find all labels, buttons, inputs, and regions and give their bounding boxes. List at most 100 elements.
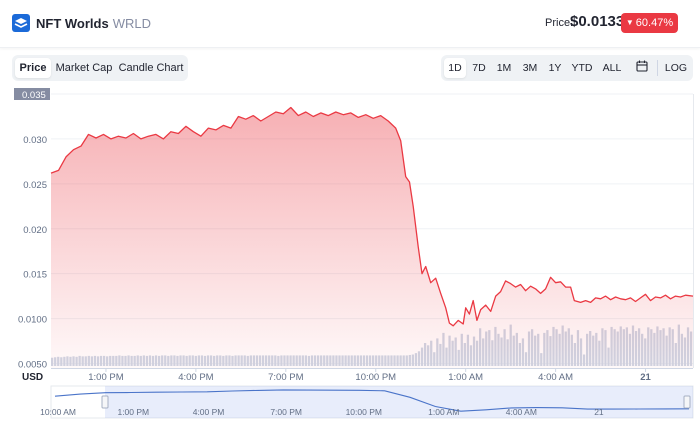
coin-symbol: WRLD xyxy=(112,16,151,31)
tab-market-cap[interactable]: Market Cap xyxy=(55,62,113,74)
volume-bar xyxy=(320,355,323,366)
x-tick-label: 4:00 PM xyxy=(178,372,213,383)
volume-bar xyxy=(530,329,534,366)
volume-bar xyxy=(686,327,690,366)
range-1y[interactable]: 1Y xyxy=(548,62,562,74)
volume-bar xyxy=(485,331,488,366)
volume-bar xyxy=(170,355,173,366)
volume-bar xyxy=(136,355,139,366)
volume-bar xyxy=(524,352,528,366)
tab-price[interactable]: Price xyxy=(15,58,51,78)
volume-bar xyxy=(396,355,399,366)
navigator-tick-label: 7:00 PM xyxy=(270,407,302,417)
volume-bar xyxy=(564,331,567,366)
volume-bar xyxy=(307,355,311,366)
volume-bar xyxy=(362,355,366,366)
volume-bar xyxy=(527,331,531,366)
volume-bar xyxy=(408,354,411,366)
volume-bar xyxy=(368,355,372,366)
volume-bar xyxy=(194,355,197,366)
volume-bar xyxy=(130,355,133,366)
volume-bar xyxy=(375,355,378,366)
volume-bar xyxy=(112,355,115,366)
y-tick-label: 0.020 xyxy=(23,225,47,236)
volume-bar xyxy=(237,355,240,366)
x-tick-label: 1:00 AM xyxy=(448,372,483,383)
volume-bar xyxy=(240,355,243,366)
volume-bar xyxy=(118,355,121,366)
y-tick-label: 0.025 xyxy=(23,180,47,191)
volume-bar xyxy=(466,334,470,366)
volume-bar xyxy=(93,355,97,366)
currency-label: USD xyxy=(22,372,43,383)
volume-bar xyxy=(139,355,142,366)
volume-bar xyxy=(411,354,414,366)
range-all[interactable]: ALL xyxy=(602,62,622,74)
volume-bar xyxy=(619,326,622,366)
volume-bar xyxy=(344,355,347,366)
volume-bar xyxy=(127,355,130,366)
x-tick-label: 7:00 PM xyxy=(268,372,303,383)
navigator-tick-label: 1:00 AM xyxy=(428,407,459,417)
range-1m[interactable]: 1M xyxy=(496,62,512,74)
price-value: $0.0133 xyxy=(570,13,625,30)
volume-bar xyxy=(427,345,430,366)
volume-bar xyxy=(488,330,491,366)
volume-bar xyxy=(222,355,225,366)
navigator-tick-label: 10:00 AM xyxy=(40,407,76,417)
time-range-selector: 1D 7D 1M 3M 1Y YTD ALL LOG xyxy=(441,55,693,81)
volume-bar xyxy=(423,343,427,366)
range-ytd[interactable]: YTD xyxy=(571,62,593,74)
volume-bar xyxy=(57,356,60,366)
volume-bar xyxy=(616,331,619,366)
tab-candle-chart[interactable]: Candle Chart xyxy=(118,62,184,74)
volume-bar xyxy=(206,355,210,366)
volume-bar xyxy=(518,343,521,366)
volume-bar xyxy=(158,355,161,366)
volume-bar xyxy=(313,355,317,366)
volume-bar xyxy=(191,355,194,366)
navigator-selection xyxy=(105,386,693,418)
volume-bar xyxy=(372,355,375,366)
range-3m[interactable]: 3M xyxy=(522,62,538,74)
volume-bar xyxy=(546,330,549,366)
volume-bar xyxy=(133,355,136,366)
volume-bar xyxy=(589,331,592,366)
volume-bar xyxy=(500,337,503,366)
volume-bar xyxy=(622,329,625,366)
volume-bar xyxy=(433,352,436,366)
volume-bar xyxy=(469,345,473,366)
volume-bar xyxy=(430,340,433,366)
volume-bar xyxy=(66,356,69,366)
navigator-handle[interactable] xyxy=(683,395,691,409)
price-line xyxy=(50,106,694,327)
volume-bar xyxy=(277,355,280,366)
y-tick-label: 0.030 xyxy=(23,135,47,146)
volume-bar xyxy=(384,355,387,366)
volume-bar xyxy=(298,355,301,366)
calendar-icon[interactable] xyxy=(630,58,654,78)
volume-bar xyxy=(634,331,638,366)
volume-bar xyxy=(405,355,408,366)
volume-bar xyxy=(261,355,265,366)
volume-bar xyxy=(561,325,564,366)
volume-bar xyxy=(540,353,543,366)
volume-bar xyxy=(350,355,353,366)
volume-bar xyxy=(182,355,185,366)
volume-bar xyxy=(579,338,583,366)
volume-bar xyxy=(216,355,219,366)
volume-bar xyxy=(521,338,525,366)
volume-bar xyxy=(601,328,604,366)
volume-bar xyxy=(203,355,207,366)
navigator-handle[interactable] xyxy=(101,395,109,409)
volume-bar xyxy=(106,356,109,366)
range-7d[interactable]: 7D xyxy=(472,62,486,74)
volume-bar xyxy=(197,355,200,366)
volume-bar xyxy=(255,355,259,366)
range-1d[interactable]: 1D xyxy=(444,58,466,78)
volume-bar xyxy=(497,333,500,366)
volume-bar xyxy=(381,355,384,366)
volume-bar xyxy=(647,327,650,366)
volume-bar xyxy=(534,335,537,366)
log-scale-toggle[interactable]: LOG xyxy=(664,62,688,74)
